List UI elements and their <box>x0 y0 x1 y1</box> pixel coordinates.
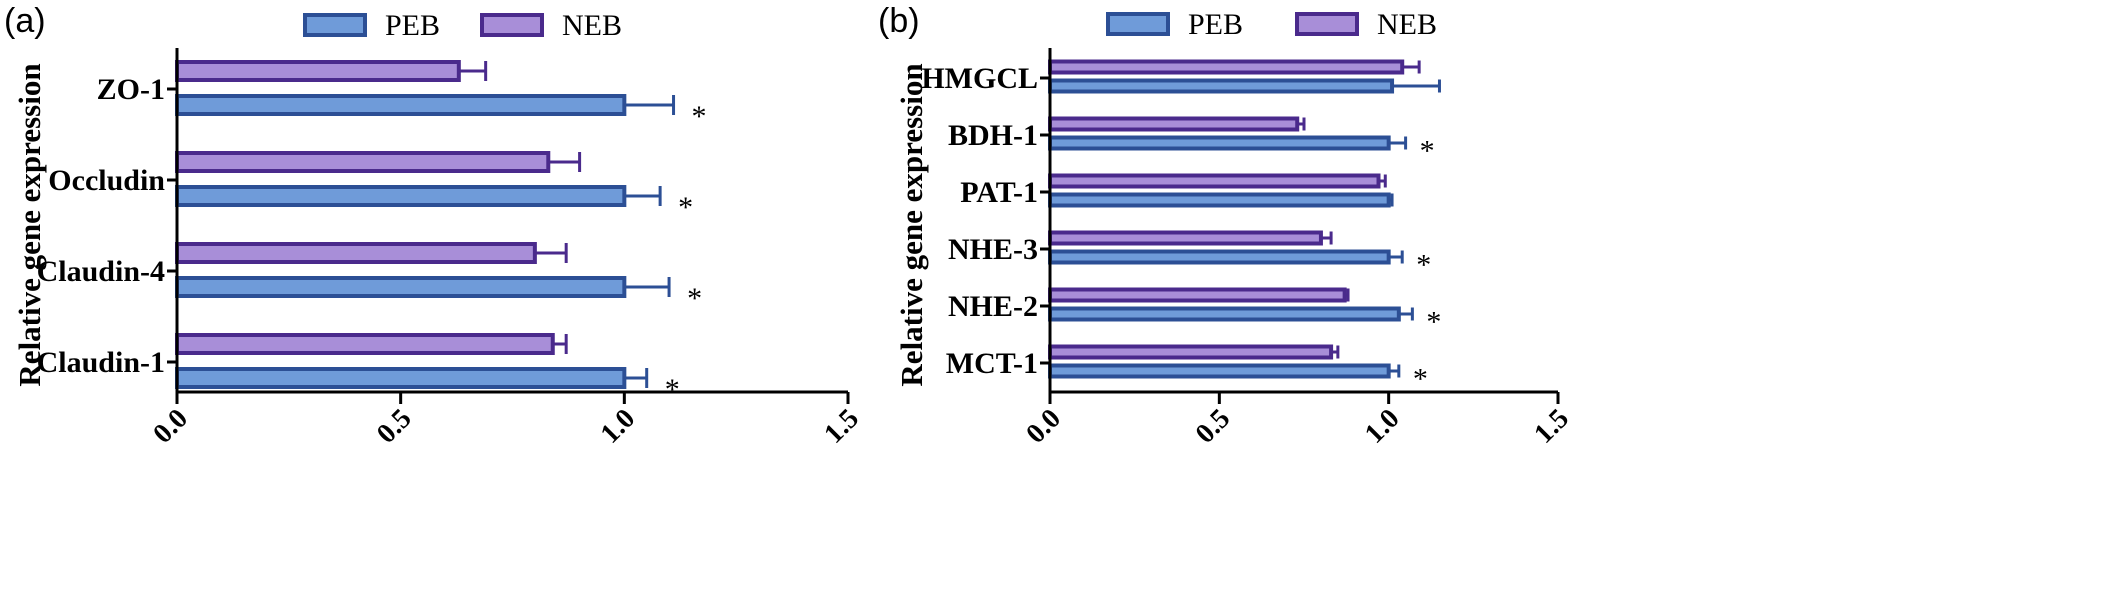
bar-peb-pat-1 <box>1048 192 1391 208</box>
significance-marker-bdh-1: * <box>1420 135 1435 168</box>
x-tick-label: 0.5 <box>1190 403 1237 450</box>
category-label-zo-1: ZO-1 <box>97 73 165 106</box>
category-label-mct-1: MCT-1 <box>946 347 1038 380</box>
bar-neb-hmgcl <box>1048 59 1405 75</box>
category-label-occludin: Occludin <box>48 164 165 197</box>
category-label-pat-1: PAT-1 <box>960 176 1038 209</box>
bar-neb-bdh-1 <box>1048 116 1300 132</box>
significance-marker-nhe-2: * <box>1426 306 1441 339</box>
category-label-nhe-2: NHE-2 <box>948 290 1038 323</box>
significance-marker-claudin-1: * <box>665 373 680 406</box>
x-tick-label: 0.5 <box>371 403 418 450</box>
legend-swatch-peb <box>303 13 367 37</box>
legend-label-peb: PEB <box>1188 8 1243 41</box>
category-label-hmgcl: HMGCL <box>921 62 1038 95</box>
legend-label-neb: NEB <box>1377 8 1437 41</box>
legend-swatch-neb <box>1295 12 1359 36</box>
x-tick-label: 1.5 <box>818 403 865 450</box>
bar-peb-zo-1 <box>175 94 627 116</box>
legend-label-peb: PEB <box>385 9 440 42</box>
bar-neb-mct-1 <box>1048 344 1334 360</box>
x-tick-label: 1.0 <box>1359 403 1406 450</box>
panel-label: (b) <box>878 2 920 40</box>
category-label-bdh-1: BDH-1 <box>948 119 1038 152</box>
x-tick-label: 0.0 <box>1020 403 1067 450</box>
bar-peb-hmgcl <box>1048 78 1395 94</box>
bar-peb-claudin-1 <box>175 367 627 389</box>
bar-neb-pat-1 <box>1048 173 1381 189</box>
bar-peb-claudin-4 <box>175 276 627 298</box>
legend-label-neb: NEB <box>562 9 622 42</box>
legend-swatch-neb <box>480 13 544 37</box>
bar-peb-bdh-1 <box>1048 135 1391 151</box>
panel-label: (a) <box>4 2 46 40</box>
category-label-claudin-1: Claudin-1 <box>37 346 165 379</box>
bar-neb-occludin <box>175 151 551 173</box>
significance-marker-mct-1: * <box>1413 363 1428 396</box>
bar-neb-claudin-1 <box>175 333 555 355</box>
x-tick-label: 1.0 <box>595 403 642 450</box>
bar-neb-claudin-4 <box>175 242 537 264</box>
bar-peb-occludin <box>175 185 627 207</box>
significance-marker-occludin: * <box>678 191 693 224</box>
significance-marker-nhe-3: * <box>1416 249 1431 282</box>
bar-peb-nhe-2 <box>1048 306 1401 322</box>
bar-neb-zo-1 <box>175 60 461 82</box>
category-label-nhe-3: NHE-3 <box>948 233 1038 266</box>
bar-neb-nhe-3 <box>1048 230 1323 246</box>
bar-peb-nhe-3 <box>1048 249 1391 265</box>
legend-swatch-peb <box>1106 12 1170 36</box>
x-tick-label: 0.0 <box>147 403 194 450</box>
bar-peb-mct-1 <box>1048 363 1391 379</box>
significance-marker-claudin-4: * <box>687 282 702 315</box>
y-axis-title: Relative gene expression <box>894 63 929 386</box>
significance-marker-zo-1: * <box>692 100 707 133</box>
bar-neb-nhe-2 <box>1048 287 1347 303</box>
chart-panel-a: (a) PEB NEB Relative gene expression * ZO-1 * O… <box>4 2 865 450</box>
y-axis-title: Relative gene expression <box>12 63 47 386</box>
category-label-claudin-4: Claudin-4 <box>37 255 165 288</box>
x-tick-label: 1.5 <box>1528 403 1575 450</box>
